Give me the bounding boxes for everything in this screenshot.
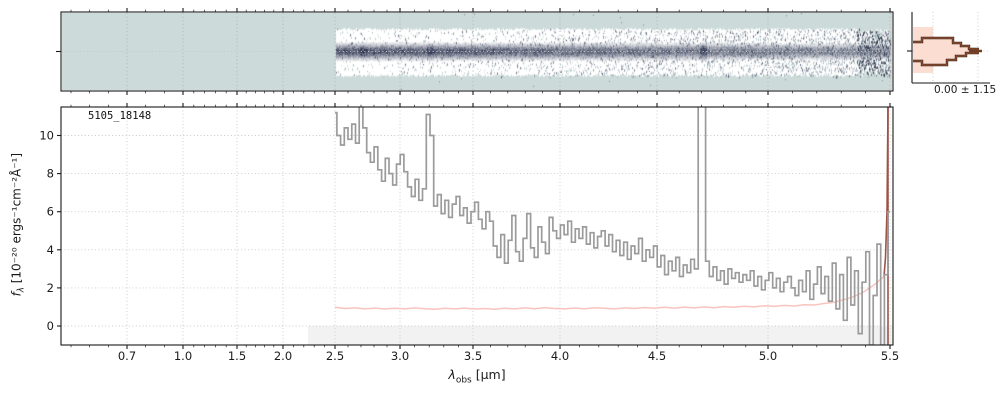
y-tick-label: 0 xyxy=(47,319,54,333)
profile-stats-label: 0.00 ± 1.15 xyxy=(934,84,997,96)
x-tick-label: 1.0 xyxy=(174,349,192,363)
x-tick-label: 5.0 xyxy=(759,349,777,363)
x-tick-label: 4.0 xyxy=(551,349,569,363)
y-tick-label: 8 xyxy=(47,167,54,181)
y-axis-unit: [10⁻²⁰ ergs⁻¹cm⁻²Å⁻¹] xyxy=(9,152,24,288)
x-tick-label: 0.7 xyxy=(118,349,136,363)
y-tick-label: 10 xyxy=(39,129,54,143)
lambda-symbol: λ xyxy=(448,367,456,382)
x-tick-label: 1.5 xyxy=(228,349,246,363)
lambda-subscript: obs xyxy=(455,375,472,386)
x-axis-unit: [μm] xyxy=(471,367,506,382)
x-tick-label: 2.0 xyxy=(274,349,292,363)
main-axes-frame xyxy=(60,106,894,346)
x-axis-label: λobs [μm] xyxy=(61,367,893,386)
flux-subscript: λ xyxy=(16,287,27,293)
flux-spectrum xyxy=(335,107,890,345)
y-tick-label: 6 xyxy=(47,205,54,219)
x-tick-label: 3.0 xyxy=(391,349,409,363)
x-tick-label: 5.5 xyxy=(881,349,899,363)
x-tick-label: 2.5 xyxy=(326,349,344,363)
flux-symbol: f xyxy=(9,292,24,297)
y-axis-label: fλ [10⁻²⁰ ergs⁻¹cm⁻²Å⁻¹] xyxy=(9,75,26,375)
error-curve xyxy=(334,275,885,310)
profile-fill xyxy=(913,38,979,65)
y-tick-label: 4 xyxy=(47,243,54,257)
below-zero-shade xyxy=(308,326,893,345)
y-tick-label: 2 xyxy=(47,281,54,295)
x-tick-label: 4.5 xyxy=(648,349,666,363)
object-id-label: 5105_18148 xyxy=(88,110,152,122)
x-tick-label: 3.5 xyxy=(464,349,482,363)
